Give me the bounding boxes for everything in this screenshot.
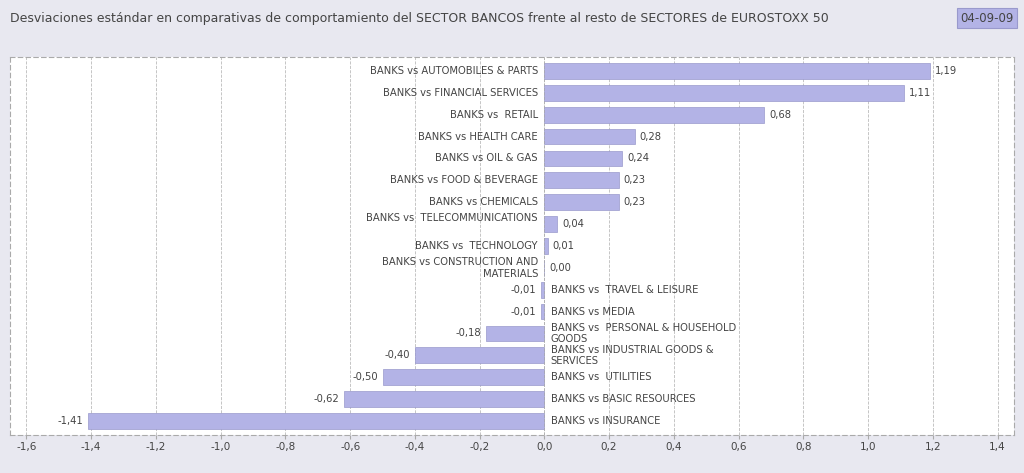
Text: BANKS vs  UTILITIES: BANKS vs UTILITIES — [551, 372, 651, 382]
Bar — [545, 63, 930, 79]
Bar — [545, 216, 557, 232]
Text: 0,23: 0,23 — [624, 175, 646, 185]
Bar — [545, 107, 765, 123]
Bar — [545, 173, 618, 188]
Bar — [545, 194, 618, 210]
Text: -0,40: -0,40 — [385, 350, 410, 360]
Text: 0,68: 0,68 — [769, 110, 792, 120]
Text: BANKS vs HEALTH CARE: BANKS vs HEALTH CARE — [418, 131, 538, 141]
Text: -1,41: -1,41 — [57, 416, 83, 426]
Text: 0,00: 0,00 — [549, 263, 571, 273]
Text: BANKS vs  TECHNOLOGY: BANKS vs TECHNOLOGY — [416, 241, 538, 251]
Bar — [545, 129, 635, 144]
Text: BANKS vs FOOD & BEVERAGE: BANKS vs FOOD & BEVERAGE — [390, 175, 538, 185]
Text: BANKS vs CHEMICALS: BANKS vs CHEMICALS — [429, 197, 538, 207]
Text: BANKS vs AUTOMOBILES & PARTS: BANKS vs AUTOMOBILES & PARTS — [370, 66, 538, 76]
Text: BANKS vs  TRAVEL & LEISURE: BANKS vs TRAVEL & LEISURE — [551, 285, 698, 295]
Bar — [486, 325, 545, 342]
Bar — [415, 348, 545, 363]
Text: BANKS vs MEDIA: BANKS vs MEDIA — [551, 307, 635, 316]
Text: BANKS vs  TELECOMMUNICATIONS: BANKS vs TELECOMMUNICATIONS — [367, 213, 538, 235]
Text: 0,01: 0,01 — [553, 241, 574, 251]
Text: BANKS vs OIL & GAS: BANKS vs OIL & GAS — [435, 153, 538, 164]
Text: 0,28: 0,28 — [640, 131, 662, 141]
Text: Desviaciones estándar en comparativas de comportamiento del SECTOR BANCOS frente: Desviaciones estándar en comparativas de… — [10, 12, 829, 25]
Text: 1,11: 1,11 — [908, 88, 931, 98]
Text: -0,01: -0,01 — [511, 285, 537, 295]
Text: -0,18: -0,18 — [456, 328, 481, 339]
Text: 0,24: 0,24 — [627, 153, 649, 164]
Bar — [383, 369, 545, 385]
Text: 04-09-09: 04-09-09 — [961, 12, 1014, 25]
Text: BANKS vs BASIC RESOURCES: BANKS vs BASIC RESOURCES — [551, 394, 695, 404]
Text: -0,50: -0,50 — [352, 372, 378, 382]
Text: BANKS vs INSURANCE: BANKS vs INSURANCE — [551, 416, 660, 426]
Bar — [545, 238, 548, 254]
Text: BANKS vs INDUSTRIAL GOODS &
SERVICES: BANKS vs INDUSTRIAL GOODS & SERVICES — [551, 344, 714, 366]
Bar — [541, 282, 545, 298]
Bar — [344, 391, 545, 407]
Bar — [545, 150, 622, 166]
Text: 0,23: 0,23 — [624, 197, 646, 207]
Text: BANKS vs FINANCIAL SERVICES: BANKS vs FINANCIAL SERVICES — [383, 88, 538, 98]
Text: BANKS vs  PERSONAL & HOUSEHOLD
GOODS: BANKS vs PERSONAL & HOUSEHOLD GOODS — [551, 323, 736, 344]
Text: -0,01: -0,01 — [511, 307, 537, 316]
Text: BANKS vs CONSTRUCTION AND
MATERIALS: BANKS vs CONSTRUCTION AND MATERIALS — [382, 257, 538, 279]
Bar — [541, 304, 545, 319]
Bar — [88, 413, 545, 429]
Bar — [545, 85, 904, 101]
Text: 1,19: 1,19 — [935, 66, 956, 76]
Text: BANKS vs  RETAIL: BANKS vs RETAIL — [450, 110, 538, 120]
Text: -0,62: -0,62 — [313, 394, 339, 404]
Text: 0,04: 0,04 — [562, 219, 584, 229]
